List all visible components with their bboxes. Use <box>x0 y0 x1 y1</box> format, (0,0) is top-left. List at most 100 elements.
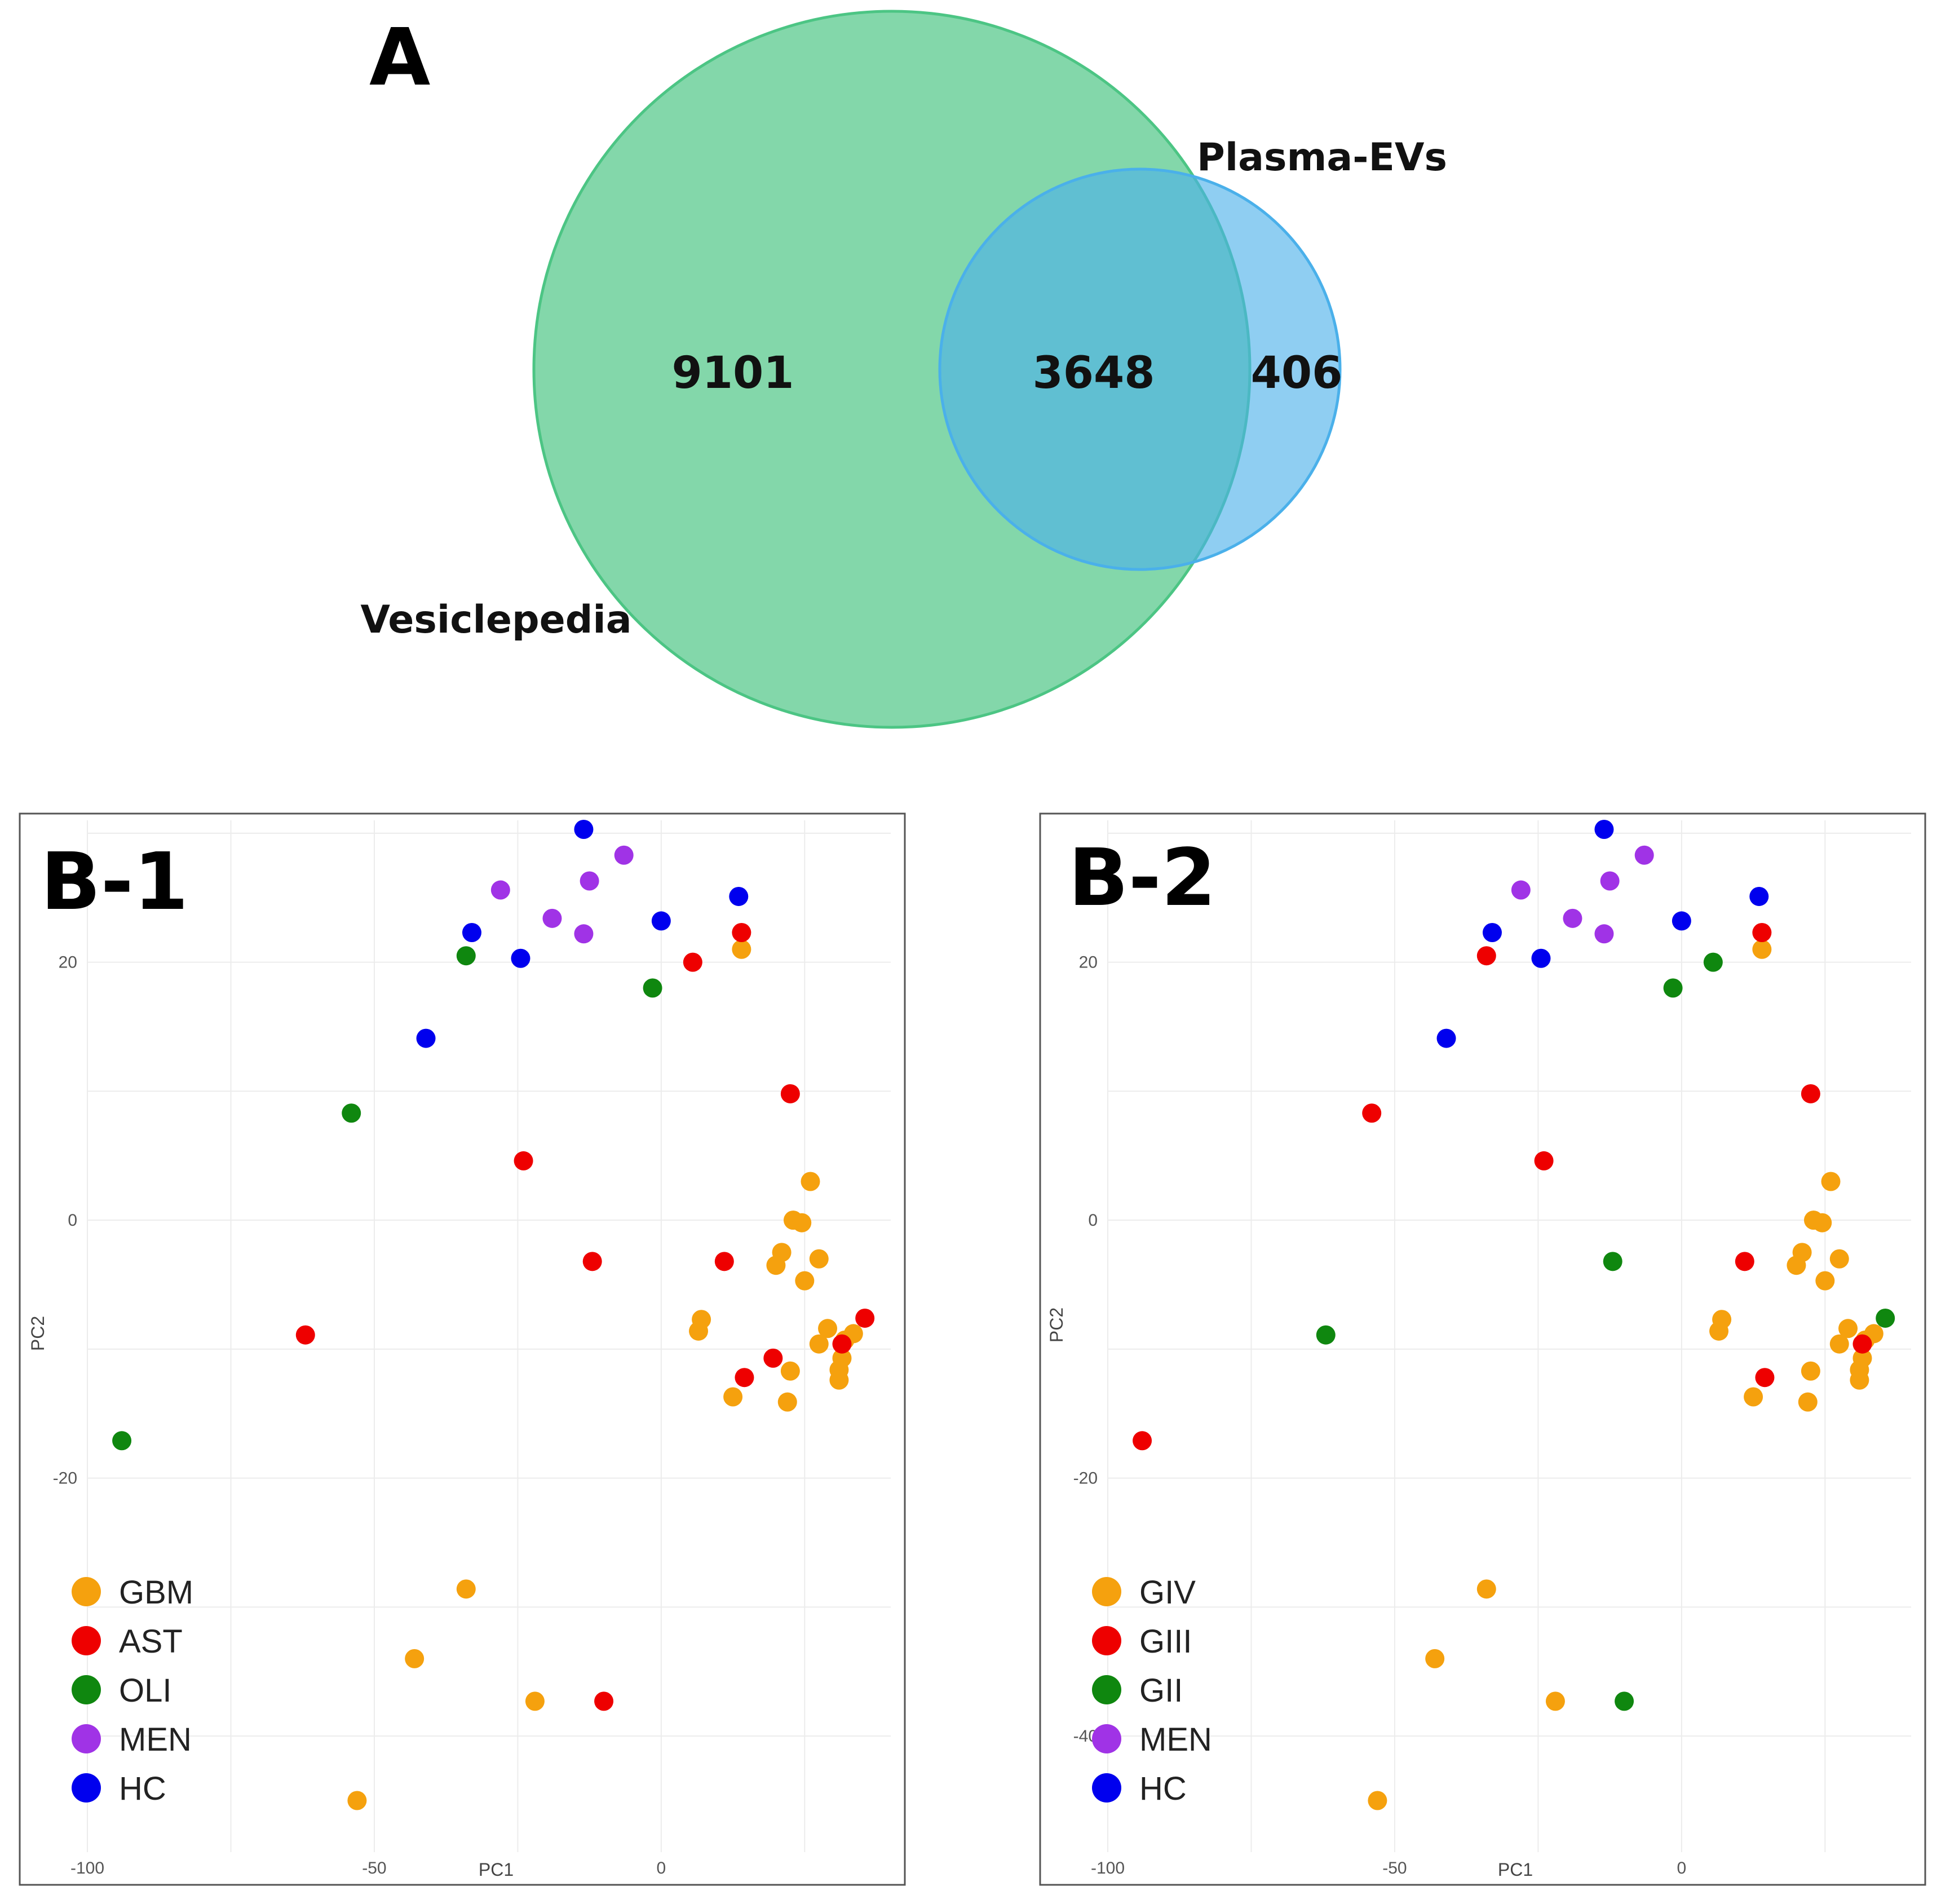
pca-panel-b1: -100 -50 0 20 0 -20 GBM AST OLI MEN HC B-1 PC1 PC… <box>19 812 906 1886</box>
data-point-gii <box>1316 1325 1336 1345</box>
data-point-giv <box>1709 1321 1729 1341</box>
data-point-gii <box>1876 1308 1895 1328</box>
y-axis-title: PC2 <box>28 1316 48 1351</box>
data-point-giv <box>1787 1256 1806 1275</box>
data-point-giii <box>1534 1151 1554 1170</box>
data-point-giii <box>1133 1431 1152 1451</box>
legend-swatch-hc <box>72 1773 101 1803</box>
data-point-gbm <box>792 1213 812 1232</box>
data-point-giv <box>1829 1334 1849 1354</box>
data-point-giii <box>1752 923 1772 943</box>
data-point-hc <box>1436 1028 1456 1048</box>
data-point-men <box>1594 924 1614 944</box>
data-point-giii <box>1801 1084 1820 1103</box>
data-point-gbm <box>732 939 751 959</box>
data-point-ast <box>714 1252 734 1271</box>
data-point-hc <box>729 886 749 906</box>
x-tick-label: -100 <box>70 1859 104 1878</box>
data-point-ast <box>832 1334 852 1354</box>
data-point-giv <box>1545 1691 1565 1711</box>
data-point-gbm <box>405 1649 425 1668</box>
data-point-gbm <box>829 1370 849 1390</box>
data-point-giv <box>1368 1791 1387 1810</box>
data-points <box>112 820 875 1810</box>
legend-label-men: MEN <box>119 1721 192 1758</box>
data-point-ast <box>855 1308 875 1328</box>
y-tick-label: 0 <box>68 1211 77 1230</box>
x-tick-label: 0 <box>1677 1859 1687 1878</box>
data-point-ast <box>582 1252 602 1271</box>
data-point-hc <box>462 923 481 943</box>
data-point-giv <box>1425 1649 1445 1668</box>
data-point-men <box>574 924 594 944</box>
data-point-giv <box>1744 1387 1763 1407</box>
data-point-gii <box>1663 978 1683 998</box>
data-point-men <box>1634 845 1654 865</box>
legend-label-hc: HC <box>1139 1770 1187 1807</box>
y-tick-label: 0 <box>1088 1211 1098 1230</box>
legend-swatch-gii <box>1092 1675 1121 1704</box>
tick-labels: -100 -50 0 20 0 -20 <box>53 953 666 1878</box>
data-point-gbm <box>809 1334 829 1354</box>
data-point-gii <box>1603 1252 1622 1271</box>
legend-swatch-men <box>1092 1724 1121 1753</box>
x-tick-label: -50 <box>362 1859 386 1878</box>
x-tick-label: 0 <box>657 1859 666 1878</box>
data-point-men <box>580 871 599 891</box>
data-point-gbm <box>689 1321 709 1341</box>
y-tick-label: 20 <box>59 953 77 972</box>
data-point-ast <box>683 952 702 972</box>
data-point-giv <box>1476 1579 1496 1599</box>
data-point-men <box>1511 880 1531 900</box>
panel-label-a: A <box>369 12 430 104</box>
data-point-oli <box>456 946 476 966</box>
legend-swatch-hc <box>1092 1773 1121 1803</box>
data-point-hc <box>651 911 671 931</box>
y-tick-label: -20 <box>1073 1469 1098 1488</box>
venn-count-right-only: 406 <box>1251 348 1343 399</box>
data-point-hc <box>574 820 594 840</box>
data-point-gbm <box>456 1579 476 1599</box>
legend-swatch-oli <box>72 1675 101 1704</box>
data-point-gbm <box>723 1387 743 1407</box>
x-axis-title: PC1 <box>479 1859 514 1880</box>
venn-count-left-only: 9101 <box>671 348 794 399</box>
data-point-ast <box>735 1368 754 1388</box>
data-point-hc <box>511 948 530 968</box>
x-tick-label: -100 <box>1091 1859 1125 1878</box>
legend-label-oli: OLI <box>119 1672 172 1709</box>
legend-label-men: MEN <box>1139 1721 1212 1758</box>
data-point-giv <box>1850 1370 1869 1390</box>
data-points <box>1133 820 1895 1810</box>
data-point-oli <box>342 1103 361 1123</box>
venn-panel: A 9101 3648 406 Vesiclepedia Plasma-EVs <box>360 10 1447 729</box>
data-point-ast <box>732 923 751 943</box>
venn-label-plasma-evs: Plasma-EVs <box>1197 135 1447 180</box>
data-point-giv <box>1798 1392 1818 1412</box>
data-point-men <box>614 845 634 865</box>
y-tick-label: -20 <box>53 1469 77 1488</box>
venn-set-plasma-evs <box>938 167 1342 571</box>
x-axis-title: PC1 <box>1498 1859 1533 1880</box>
legend-label-giv: GIV <box>1139 1574 1196 1611</box>
data-point-giv <box>1752 939 1772 959</box>
legend-swatch-ast <box>72 1626 101 1655</box>
data-point-gii <box>1703 952 1723 972</box>
x-tick-label: -50 <box>1382 1859 1407 1878</box>
data-point-giii <box>1362 1103 1382 1123</box>
legend: GIV GIII GII MEN HC <box>1092 1574 1212 1807</box>
venn-count-intersection: 3648 <box>1032 348 1155 399</box>
legend-label-ast: AST <box>119 1623 183 1660</box>
data-point-giv <box>1801 1361 1820 1381</box>
data-point-giv <box>1815 1271 1835 1291</box>
data-point-gbm <box>347 1791 367 1810</box>
legend-swatch-men <box>72 1724 101 1753</box>
data-point-ast <box>514 1151 533 1170</box>
data-point-gbm <box>780 1361 800 1381</box>
legend-label-gii: GII <box>1139 1672 1183 1709</box>
legend-swatch-giv <box>1092 1577 1121 1606</box>
legend-swatch-gbm <box>72 1577 101 1606</box>
data-point-ast <box>763 1348 783 1368</box>
